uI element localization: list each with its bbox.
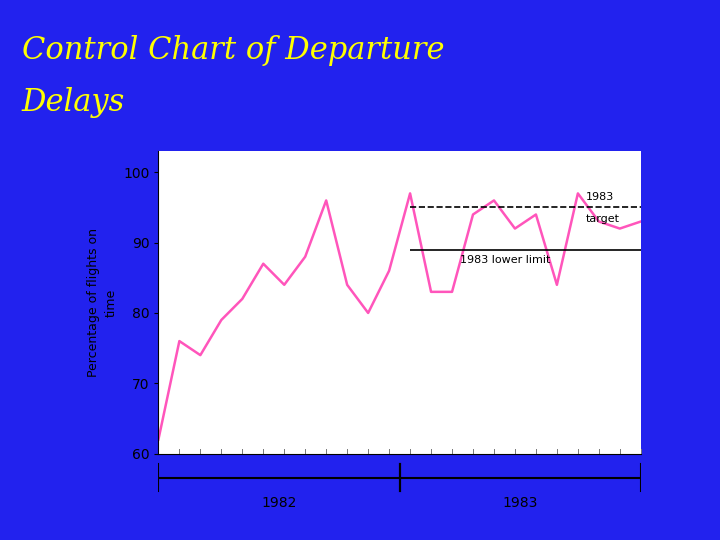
Text: 1983: 1983 [585, 192, 613, 202]
Text: Control Chart of Departure: Control Chart of Departure [22, 35, 444, 66]
Text: 1983 lower limit: 1983 lower limit [459, 255, 550, 265]
Text: 1983: 1983 [503, 496, 538, 510]
Text: Delays: Delays [22, 87, 125, 118]
Text: target: target [585, 214, 619, 225]
Y-axis label: Percentage of flights on
time: Percentage of flights on time [87, 228, 117, 377]
Text: 1982: 1982 [261, 496, 297, 510]
